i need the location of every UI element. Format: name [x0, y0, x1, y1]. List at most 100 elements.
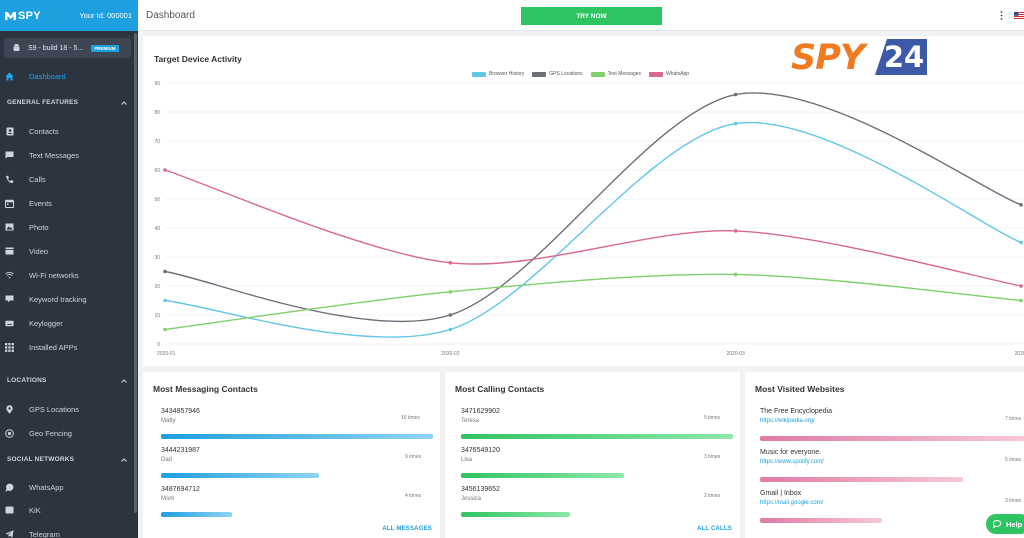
- help-label: Help: [1006, 519, 1023, 529]
- website-url[interactable]: https://mail.google.com/: [760, 500, 824, 506]
- sidebar-item-contacts[interactable]: Contacts: [0, 123, 134, 139]
- card-title: Most Calling Contacts: [455, 384, 545, 394]
- contact-number: 3456139652: [461, 486, 500, 493]
- chevron-up-icon: [121, 457, 127, 462]
- count-label: 9 times: [405, 454, 422, 460]
- legend-swatch: [472, 71, 486, 77]
- website-url[interactable]: https://www.spotify.com/: [760, 459, 824, 465]
- data-point: [1019, 298, 1023, 303]
- sidebar-item-label: Contacts: [29, 126, 59, 136]
- count-label: 5 times: [1005, 457, 1022, 463]
- device-activity-chart: Target Device Activity SPY 24 Browser Hi…: [143, 36, 1024, 366]
- list-item[interactable]: Gmail | Inbox https://mail.google.com/: [760, 490, 823, 506]
- y-tick-label: 80: [154, 110, 160, 116]
- list-item[interactable]: 3434857946 Matty: [161, 408, 200, 424]
- legend-item[interactable]: GPS Locations: [532, 71, 583, 77]
- help-button[interactable]: Help: [986, 514, 1024, 534]
- section-general-features[interactable]: GENERAL FEATURES: [7, 99, 127, 106]
- all-messages-link[interactable]: ALL MESSAGES: [382, 526, 432, 532]
- device-name: S9 - build 18 - 5...: [28, 44, 84, 52]
- data-point: [448, 327, 453, 332]
- whatsapp-icon: [5, 483, 14, 492]
- contact-number: 3434857946: [161, 408, 200, 415]
- sidebar-item-label: WhatsApp: [29, 482, 64, 492]
- data-point: [733, 121, 738, 126]
- legend-item[interactable]: Browser History: [472, 71, 524, 77]
- count-label: 4 times: [405, 493, 422, 499]
- sidebar-item-label: Keylogger: [29, 318, 63, 328]
- sidebar-item-geo-fencing[interactable]: Geo Fencing: [0, 425, 134, 441]
- sidebar-item-dashboard[interactable]: Dashboard: [0, 68, 134, 84]
- list-item[interactable]: 3456139652 Jessica: [461, 486, 500, 502]
- keyboard-icon: [5, 319, 14, 328]
- count-label: 7 times: [1005, 416, 1022, 422]
- progress-bar: [161, 512, 232, 517]
- apps-grid-icon: [5, 342, 14, 352]
- list-item[interactable]: The Free Encyclopedia https://wikipedia.…: [760, 408, 832, 424]
- chart-legend: Browser History GPS Locations Text Message…: [472, 71, 689, 77]
- contact-name: Matty: [161, 418, 176, 424]
- app-logo[interactable]: SPY: [5, 10, 41, 22]
- page-title: Dashboard: [146, 10, 195, 21]
- sidebar-item-wifi-networks[interactable]: Wi-Fi networks: [0, 267, 134, 283]
- us-flag-icon[interactable]: [1014, 12, 1024, 19]
- sidebar-item-gps-locations[interactable]: GPS Locations: [0, 401, 134, 417]
- sidebar-item-keylogger[interactable]: Keylogger: [0, 315, 134, 331]
- series-line: [164, 121, 1022, 338]
- device-selector[interactable]: S9 - build 18 - 5... PREMIUM: [4, 38, 131, 58]
- list-item[interactable]: 3444231987 Dad: [161, 447, 200, 463]
- data-point: [733, 272, 738, 277]
- sidebar-scrollbar[interactable]: [134, 33, 137, 513]
- sidebar-item-label: GPS Locations: [29, 404, 80, 414]
- count-label: 5 times: [704, 415, 721, 421]
- contact-name: Dad: [161, 457, 173, 463]
- sidebar-item-installed-apps[interactable]: Installed APPs: [0, 339, 134, 355]
- x-tick-label: 2020-03: [726, 351, 745, 357]
- progress-bar: [760, 436, 1024, 441]
- visited-websites-card: Most Visited Websites The Free Encyclope…: [745, 372, 1024, 538]
- sidebar-header: SPY Your Id: 000001: [0, 0, 138, 31]
- sidebar-item-keyword-tracking[interactable]: Keyword tracking: [0, 291, 134, 307]
- contacts-icon: [5, 127, 14, 136]
- data-point: [733, 229, 738, 233]
- all-calls-link[interactable]: ALL CALLS: [696, 526, 732, 532]
- list-item[interactable]: 3487694712 Mom: [161, 486, 200, 502]
- legend-label: GPS Locations: [549, 71, 583, 77]
- series-line: [164, 92, 1022, 323]
- legend-item[interactable]: WhatsApp: [649, 71, 689, 77]
- list-item[interactable]: Music for everyone. https://www.spotify.…: [760, 449, 824, 465]
- data-point: [448, 261, 453, 265]
- legend-item[interactable]: Text Messages: [590, 71, 641, 77]
- data-point: [163, 327, 167, 332]
- sidebar-item-video[interactable]: Video: [0, 243, 134, 259]
- legend-swatch: [649, 71, 664, 77]
- sidebar-item-label: Photo: [29, 222, 49, 232]
- website-title: Music for everyone.: [760, 449, 822, 456]
- try-now-button[interactable]: TRY NOW: [521, 7, 662, 25]
- section-locations[interactable]: LOCATIONS: [7, 377, 127, 384]
- section-social-networks[interactable]: SOCIAL NETWORKS: [7, 456, 127, 463]
- y-tick-label: 30: [154, 255, 160, 261]
- data-point: [448, 290, 453, 294]
- contact-name: Jessica: [461, 496, 482, 502]
- sidebar-item-kik[interactable]: KiK: [0, 502, 134, 518]
- more-menu-icon[interactable]: [1000, 11, 1003, 20]
- data-point: [733, 92, 738, 97]
- android-icon: [13, 44, 20, 51]
- top-bar: Dashboard TRY NOW: [138, 0, 1024, 31]
- sidebar-item-whatsapp[interactable]: WhatsApp: [0, 479, 134, 495]
- sidebar-item-telegram[interactable]: Telegram: [0, 526, 134, 538]
- y-tick-label: 60: [154, 168, 160, 174]
- website-url[interactable]: https://wikipedia.org/: [760, 418, 815, 424]
- list-item[interactable]: 3476549120 Lisa: [461, 447, 500, 463]
- video-icon: [5, 247, 14, 256]
- contact-number: 3471629902: [461, 408, 500, 415]
- sidebar-item-events[interactable]: Events: [0, 195, 134, 211]
- sidebar-item-calls[interactable]: Calls: [0, 171, 134, 187]
- list-item[interactable]: 3471629902 Teresa: [461, 408, 500, 424]
- progress-bar: [461, 473, 624, 478]
- sidebar-item-photo[interactable]: Photo: [0, 219, 134, 235]
- y-tick-label: 90: [154, 81, 160, 87]
- telegram-icon: [5, 530, 14, 538]
- sidebar-item-text-messages[interactable]: Text Messages: [0, 147, 134, 163]
